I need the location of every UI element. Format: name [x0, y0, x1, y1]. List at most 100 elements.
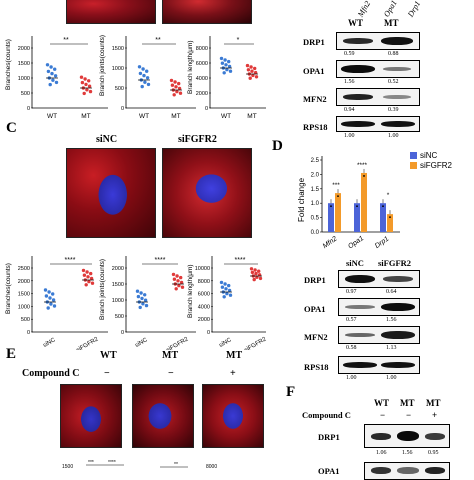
- legend-sifgfr2: siFGFR2: [420, 161, 453, 170]
- y-tick-label: 500: [115, 86, 124, 92]
- chart-sig: **: [155, 37, 161, 44]
- data-point: [142, 73, 146, 78]
- group-label-sifgfr2-d: siFGFR2: [378, 258, 412, 268]
- group-label-sinc-d: siNC: [346, 258, 364, 268]
- data-point: [48, 82, 52, 87]
- data-point: [224, 63, 228, 67]
- quant-drp1-sifgfr2: 0.64: [386, 289, 397, 295]
- data-point: [173, 80, 177, 84]
- chart-sig: **: [63, 37, 69, 44]
- quant-opa1-wt: 1.56: [344, 79, 355, 85]
- data-point: [87, 79, 91, 83]
- blot-label-opa1-d: OPA1: [304, 304, 326, 314]
- data-point: [44, 294, 49, 298]
- chart-sig: ****: [155, 257, 166, 264]
- chart-sig: *: [237, 37, 240, 44]
- y-tick-label: 1000: [112, 298, 124, 304]
- y-tick-label: 4000: [198, 304, 210, 310]
- quant-mfn2-sifgfr2: 1.13: [386, 345, 397, 351]
- data-point: [50, 71, 54, 76]
- y-tick-label: 0: [205, 106, 208, 112]
- blot-drp1-f: [364, 424, 450, 448]
- x-label-mfn2: Mfn2: [322, 235, 339, 250]
- y-tick-label: 1500: [112, 46, 124, 52]
- data-point: [249, 267, 254, 271]
- blot-opa1-b: [336, 60, 420, 78]
- blot-label-drp1-d: DRP1: [304, 275, 326, 285]
- y-tick-label: 6000: [196, 61, 208, 67]
- sig-opa1: ****: [357, 162, 368, 169]
- data-point: [86, 275, 90, 279]
- micrograph-e-mt-compound: [202, 384, 264, 448]
- data-point: [252, 277, 256, 282]
- x-label-mt: MT: [171, 113, 180, 120]
- data-point: [87, 84, 92, 88]
- compound-mark-f3: +: [432, 410, 438, 420]
- data-point: [257, 269, 261, 273]
- data-point: [224, 287, 228, 291]
- blot-opa1-f: [364, 462, 450, 480]
- data-point: [84, 82, 88, 87]
- data-point: [228, 69, 233, 73]
- data-point: [48, 296, 52, 300]
- quant-drp1-f-mt: 1.56: [402, 450, 413, 456]
- data-point: [220, 61, 225, 65]
- compound-mark-f2: −: [406, 410, 412, 420]
- data-point: [180, 285, 185, 289]
- panel-letter-f: F: [286, 384, 296, 400]
- blot-drp1-d: [338, 270, 420, 288]
- data-point: [222, 71, 226, 75]
- y-tick-label: 1500: [18, 292, 30, 298]
- data-point: [143, 80, 147, 84]
- blot-label-drp1-f: DRP1: [318, 432, 340, 442]
- svg-text:***: ***: [88, 460, 94, 466]
- data-point: [146, 82, 151, 87]
- y-tick-label: 2.0: [311, 172, 320, 178]
- blot-label-rps18-d: RPS18: [304, 362, 329, 372]
- x-label-mt: MT: [247, 113, 256, 120]
- quant-rps18-sifgfr2: 1.00: [386, 375, 397, 381]
- data-point: [137, 65, 142, 69]
- data-point: [82, 91, 86, 96]
- data-point: [43, 288, 48, 292]
- quant-mfn2-mt: 0.39: [388, 107, 399, 113]
- data-point: [144, 303, 149, 308]
- quant-drp1-mt: 0.88: [388, 51, 399, 57]
- y-tick-label: 2000: [198, 317, 210, 323]
- y-tick-label: 8000: [198, 279, 210, 285]
- chart-ylabel: Branch joints(counts): [99, 35, 106, 96]
- sig-drp1: *: [387, 192, 390, 199]
- y-tick-label: 10000: [195, 266, 210, 272]
- panel-e-chart-tops: 1500 *** **** ** 8000: [62, 460, 217, 470]
- group-label-mt: MT: [384, 18, 399, 28]
- data-point: [228, 293, 233, 297]
- data-point: [138, 305, 142, 310]
- data-point: [89, 271, 93, 276]
- chart-ylabel: Fold change: [297, 177, 306, 222]
- data-point: [45, 63, 50, 67]
- title-sinc: siNC: [96, 134, 118, 145]
- data-point: [249, 65, 253, 69]
- data-point: [83, 77, 87, 81]
- data-point: [178, 91, 183, 95]
- quant-mfn2-wt: 0.94: [344, 107, 355, 113]
- x-label-sinc: siNC: [218, 337, 233, 349]
- data-point: [138, 71, 143, 76]
- x-label-sinc: siNC: [42, 337, 57, 349]
- data-point: [172, 277, 177, 281]
- data-point: [84, 283, 88, 287]
- svg-text:8000: 8000: [206, 464, 217, 470]
- data-point: [223, 58, 227, 62]
- micrograph-e-wt: [60, 384, 122, 448]
- gene-label-drp1: Drp1: [406, 0, 423, 19]
- data-point: [219, 280, 224, 285]
- blot-label-mfn2: MFN2: [303, 94, 327, 104]
- data-point: [250, 69, 254, 73]
- data-point: [139, 291, 143, 295]
- chart-ylabel: Branch joints(counts): [99, 259, 106, 320]
- legend: siNC siFGFR2: [410, 151, 453, 170]
- quant-opa1-mt: 0.52: [388, 79, 399, 85]
- data-point: [136, 294, 141, 299]
- blot-label-mfn2-d: MFN2: [304, 332, 328, 342]
- micrograph-sifgfr2: [162, 148, 252, 238]
